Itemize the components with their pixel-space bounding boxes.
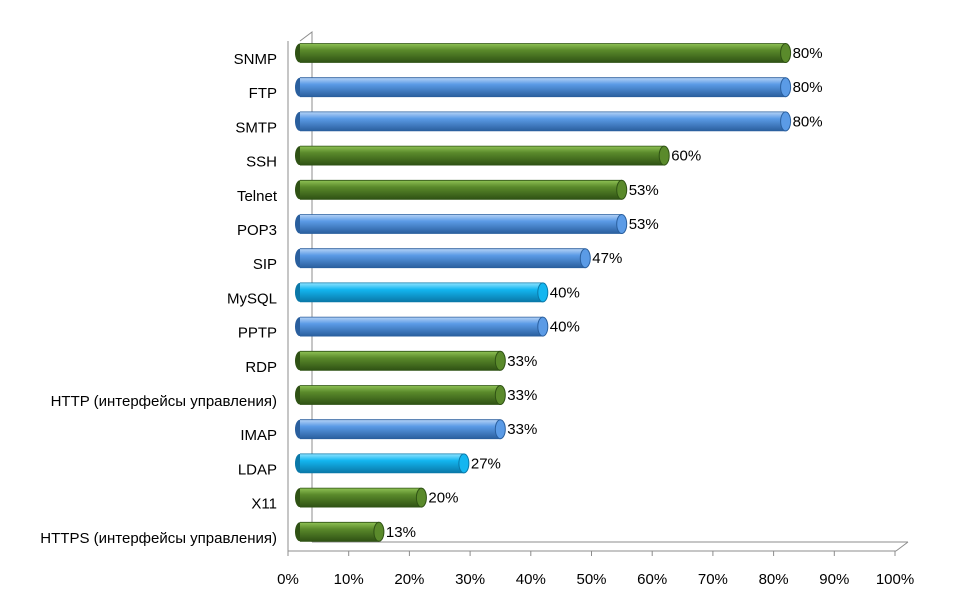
bar-end-cap [458,453,470,474]
bar-body [300,214,622,234]
bar-body [300,385,501,405]
bar-body [300,43,786,63]
bar-end-cap [494,385,506,405]
x-tick-label: 70% [698,571,728,588]
category-label: SIP [253,256,277,273]
bar-body [300,453,464,473]
value-label: 33% [507,421,537,438]
bar-body [300,248,586,268]
x-tick-label: 20% [394,571,424,588]
value-label: 80% [793,45,823,62]
category-label: POP3 [237,222,277,239]
bar-end-cap [616,179,628,200]
category-label: SMTP [235,119,277,136]
value-labels: 80% 80% 80% 60% 53% 53% 47% 40% 40% 33% 33% 33% 27% 2… [386,45,823,541]
value-label: 53% [629,182,659,199]
value-label: 20% [428,490,458,507]
category-labels: SNMP FTP SMTP SSH Telnet POP3 SIP MySQL PPTP RDP H… [40,51,278,547]
bar [295,214,628,234]
category-label: RDP [245,359,277,376]
category-label: PPTP [238,325,277,342]
category-label: SSH [246,154,277,171]
value-label: 40% [550,319,580,336]
bar [295,521,385,542]
bar-end-cap [537,282,549,303]
bar-body [300,282,543,302]
x-tick-label: 10% [334,571,364,588]
bar [295,487,427,508]
category-label: SNMP [234,51,277,68]
bar [295,248,591,269]
bar-end-cap [780,43,792,63]
value-label: 60% [671,148,701,165]
bar-body [300,488,422,508]
bar-body [300,111,786,131]
x-tick-label: 60% [637,571,667,588]
value-label: 40% [550,284,580,301]
bar-body [300,146,665,166]
value-label: 53% [629,216,659,233]
category-label: HTTPS (интерфейсы управления) [40,530,277,547]
back-wall-left-edge [299,31,313,542]
bar [295,43,792,63]
floor-right-edge [895,541,909,552]
bar-end-cap [494,350,506,371]
x-tick-label: 90% [819,571,849,588]
x-tick-label: 50% [576,571,606,588]
value-label: 47% [592,250,622,267]
bar-end-cap [658,145,670,166]
category-label: X11 [251,496,277,513]
value-label: 80% [793,79,823,96]
category-label: MySQL [227,290,277,307]
value-label: 27% [471,455,501,472]
bar [295,145,670,166]
x-tick-label: 30% [455,571,485,588]
bar [295,111,792,132]
category-label: IMAP [240,427,277,444]
bar-end-cap [494,419,506,440]
bar-end-cap [780,111,792,132]
bar [295,350,506,371]
bar-body [300,317,543,337]
bars [295,43,792,542]
value-label: 13% [386,524,416,541]
category-label: LDAP [238,461,277,478]
bar [295,179,628,200]
bar-body [300,522,379,542]
bar-body [300,77,786,97]
value-label: 33% [507,353,537,370]
bar-end-cap [616,214,628,234]
bar [295,316,549,337]
bar [295,282,549,303]
x-axis-ticks: 0% 10% 20% 30% 40% 50% 60% 70% 80% 90% 100% [277,551,914,588]
x-tick-label: 40% [516,571,546,588]
bar-end-cap [537,316,549,337]
bar-body [300,351,501,371]
x-tick-label: 100% [876,571,914,588]
bar-end-cap [373,521,385,542]
bar-body [300,419,501,439]
bar-end-cap [780,77,792,98]
category-label: HTTP (интерфейсы управления) [51,393,277,410]
bar-end-cap [415,487,427,508]
category-label: Telnet [237,188,278,205]
value-label: 80% [793,113,823,130]
bar [295,453,470,474]
bar [295,77,792,98]
value-label: 33% [507,387,537,404]
bar [295,385,506,405]
bar-end-cap [579,248,591,269]
category-label: FTP [249,85,277,102]
x-tick-label: 80% [759,571,789,588]
bar-body [300,180,622,200]
bar [295,419,506,440]
x-tick-label: 0% [277,571,299,588]
